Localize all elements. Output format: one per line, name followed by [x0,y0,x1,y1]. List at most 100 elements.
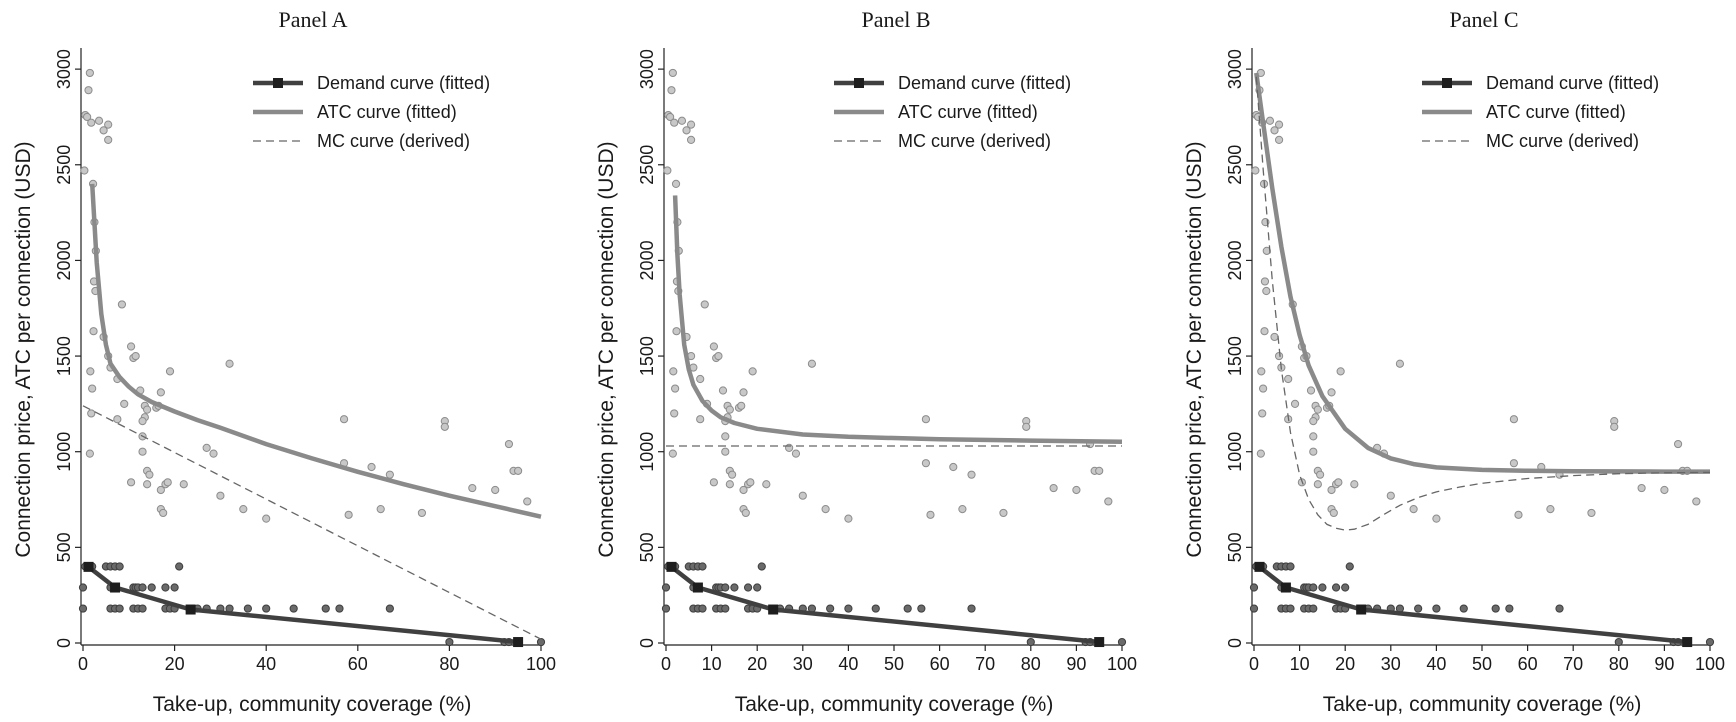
atc-scatter-point [1509,415,1519,424]
atc-scatter-point [385,470,394,479]
atc-scatter-point [94,116,104,125]
atc-scatter-point [739,485,748,495]
legend-label: Demand curve (fitted) [317,73,490,93]
x-tick-label: 60 [348,654,368,674]
y-tick-label: 500 [637,532,657,562]
atc-scatter-point [1309,432,1318,441]
atc-scatter-point [514,466,523,475]
atc-scatter-point [1274,135,1284,145]
atc-scatter-point [672,327,681,336]
x-tick-label: 40 [838,654,858,674]
atc-scatter-point [686,135,696,145]
demand-scatter-point [826,604,835,613]
atc-scatter-point [138,417,147,426]
x-tick-label: 40 [1426,654,1446,674]
demand-curve-line [670,565,1100,645]
atc-scatter-point [225,359,234,368]
y-axis-label: Connection price, ATC per connection (US… [12,141,35,557]
demand-scatter-point [753,583,762,592]
atc-scatter-point [104,135,113,145]
atc-scatter-point [1309,447,1318,456]
atc-scatter-point [344,510,353,519]
atc-scatter-point [670,118,679,127]
atc-scatter-point [671,384,680,393]
atc-scatter-point [1313,480,1322,489]
atc-scatter-point [686,120,696,129]
y-tick-label: 1000 [1225,432,1245,472]
atc-scatter-point [668,68,677,78]
atc-scatter-point [1072,485,1081,495]
atc-scatter-point [1306,386,1316,395]
atc-scatter-point [967,470,976,479]
atc-scatter-point [1350,480,1359,489]
demand-scatter-point [385,604,394,613]
atc-scatter-point [262,514,271,523]
demand-scatter-point [78,604,88,613]
atc-scatter-point [696,415,705,424]
atc-scatter-point [921,459,931,468]
y-tick-label: 0 [637,638,657,648]
atc-scatter-point [239,504,248,514]
y-tick-label: 3000 [637,49,657,89]
atc-scatter-point [156,485,165,495]
atc-scatter-point [1610,422,1619,431]
atc-scatter-point [677,116,687,125]
demand-scatter-point [161,583,170,592]
atc-scatter-point [1395,359,1405,368]
demand-scatter-point [536,637,546,647]
atc-scatter-point [1270,126,1279,135]
demand-scatter-point [1026,637,1035,647]
atc-scatter-point [1260,327,1269,336]
y-tick-label: 1000 [637,432,657,472]
atc-scatter-point [718,386,728,395]
panel-title: Panel B [861,7,930,32]
atc-scatter-point [949,462,958,472]
atc-scatter-point [1329,508,1338,518]
atc-scatter-point [1692,497,1701,506]
x-axis-label: Take-up, community coverage (%) [1323,693,1642,716]
legend-swatch-demand-marker [854,78,864,88]
demand-scatter-point [1505,604,1514,613]
x-tick-label: 60 [1518,654,1538,674]
atc-scatter-point [339,415,349,424]
atc-scatter-point [202,443,211,452]
demand-scatter-point [289,604,298,613]
atc-scatter-point [523,497,532,506]
demand-curve-marker [185,604,196,615]
demand-scatter-point [721,583,730,592]
atc-scatter-point [1432,514,1441,523]
atc-scatter-point [83,112,92,122]
atc-scatter-point [179,480,188,489]
atc-scatter-point [85,449,94,458]
y-tick-label: 1000 [54,432,74,472]
atc-scatter-point [1327,485,1336,495]
x-tick-label: 0 [1249,654,1259,674]
atc-scatter-point [696,374,705,384]
x-tick-label: 10 [1290,654,1310,674]
atc-scatter-point [1514,510,1523,519]
demand-scatter-point [1249,604,1259,613]
atc-scatter-point [682,126,691,135]
demand-scatter-point [698,604,707,613]
demand-scatter-point [1309,583,1318,592]
x-tick-label: 90 [1066,654,1086,674]
legend-label: ATC curve (fitted) [317,102,457,122]
atc-scatter-point [145,470,154,479]
panel-a: Panel A 0 500 1000 1500 2000 2500 3000 0 20 40 60 80… [12,7,556,716]
demand-scatter-point [1318,583,1327,592]
legend-label: MC curve (derived) [1486,131,1639,151]
demand-scatter-point [917,604,926,613]
atc-scatter-point [417,508,427,518]
mc-curve-line [1255,76,1711,531]
atc-scatter-point [709,478,718,487]
demand-scatter-point [1414,604,1423,613]
atc-scatter-point [126,478,136,487]
atc-scatter-point [159,508,168,518]
legend-label: Demand curve (fitted) [1486,73,1659,93]
x-tick-label: 40 [256,654,276,674]
legend-swatch-demand-marker [1442,78,1452,88]
demand-scatter-point [115,604,124,613]
atc-scatter-point [958,504,967,514]
demand-scatter-point [1459,604,1468,613]
y-tick-label: 3000 [54,49,74,89]
